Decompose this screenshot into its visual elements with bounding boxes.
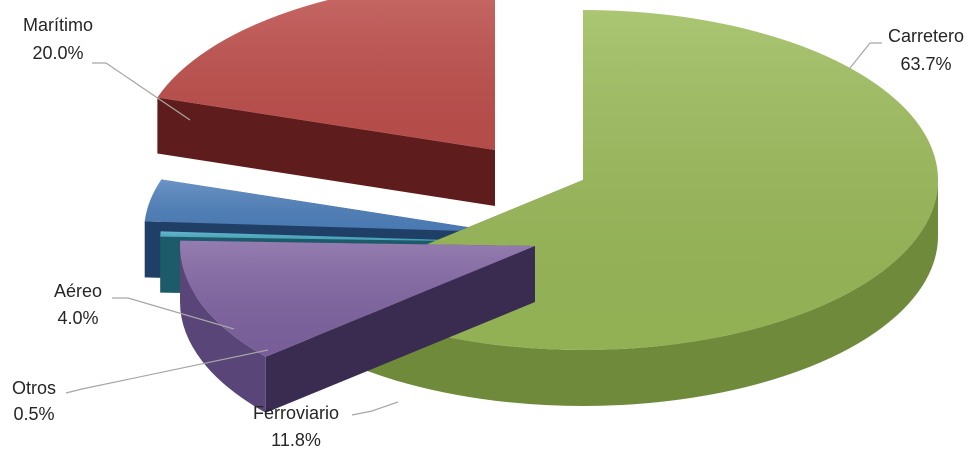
pie-slice-ferroviario bbox=[180, 240, 535, 413]
slice-value-ferroviario: 11.8% bbox=[271, 430, 321, 450]
slice-shine-otros bbox=[160, 231, 515, 242]
slice-value-carretero: 63.7% bbox=[900, 54, 951, 74]
slice-shine-maritimo bbox=[157, 0, 495, 150]
leader-line-otros bbox=[65, 349, 269, 394]
slice-label-maritimo: Marítimo bbox=[23, 15, 93, 35]
slice-label-otros: Otros bbox=[12, 378, 56, 398]
leader-line-aereo bbox=[112, 297, 235, 330]
leader-line-ferroviario bbox=[351, 401, 399, 416]
slice-label-carretero: Carretero bbox=[888, 26, 964, 46]
slice-value-otros: 0.5% bbox=[13, 404, 54, 424]
slice-side-ferroviario-0 bbox=[180, 246, 266, 413]
leader-line-maritimo bbox=[92, 62, 191, 121]
slice-labels: Carretero 63.7% Ferroviario 11.8% Otros … bbox=[12, 15, 964, 450]
slice-value-maritimo: 20.0% bbox=[32, 43, 83, 63]
pie-slice-maritimo bbox=[157, 0, 495, 206]
slice-side-carretero-0 bbox=[313, 180, 938, 406]
pie-slices bbox=[144, 0, 939, 413]
slice-wall-maritimo-0 bbox=[157, 97, 495, 206]
slice-label-aereo: Aéreo bbox=[54, 281, 102, 301]
slice-label-ferroviario: Ferroviario bbox=[253, 403, 339, 423]
slice-value-aereo: 4.0% bbox=[57, 308, 98, 328]
slice-shine-aereo bbox=[144, 179, 499, 232]
leader-line-carretero bbox=[849, 42, 882, 69]
slice-shine-ferroviario bbox=[180, 240, 535, 357]
